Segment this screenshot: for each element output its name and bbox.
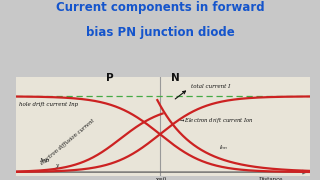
- Text: electron diffusion current: electron diffusion current: [40, 118, 95, 166]
- Text: total current I: total current I: [191, 84, 231, 89]
- Text: N: N: [171, 73, 180, 83]
- Text: $I_{hn}$: $I_{hn}$: [219, 143, 228, 152]
- Text: hole drift current Inp: hole drift current Inp: [19, 102, 78, 107]
- Text: bias PN junction diode: bias PN junction diode: [86, 26, 234, 39]
- Text: $\rightarrow$Electron drift current Ion: $\rightarrow$Electron drift current Ion: [178, 116, 254, 125]
- Text: Iep: Iep: [40, 158, 50, 163]
- Text: Current components in forward: Current components in forward: [56, 1, 264, 14]
- Text: y: y: [55, 163, 58, 168]
- Text: x=0: x=0: [156, 177, 167, 180]
- Text: P: P: [106, 73, 114, 83]
- Text: Distance: Distance: [259, 177, 284, 180]
